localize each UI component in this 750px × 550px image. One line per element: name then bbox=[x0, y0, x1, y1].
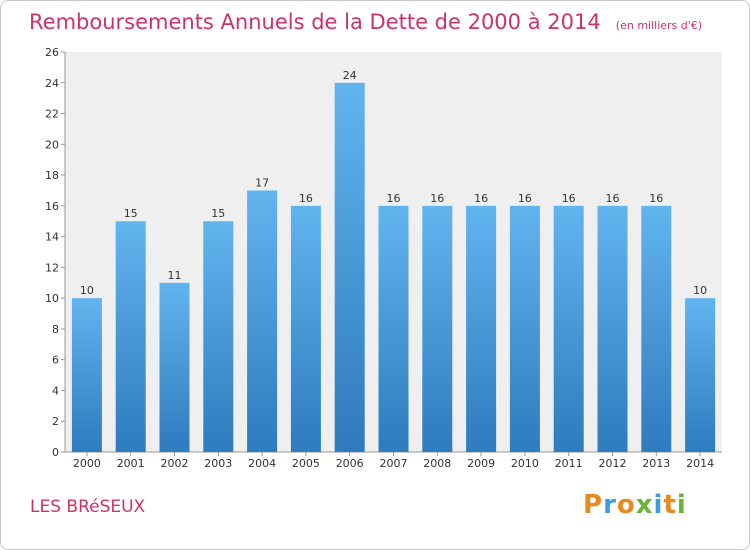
bar-2011 bbox=[553, 205, 584, 452]
data-label-2007: 16 bbox=[387, 192, 401, 205]
place-name: LES BRéSEUX bbox=[30, 497, 146, 517]
chart-subtitle: (en milliers d'€) bbox=[615, 19, 703, 32]
logo-letter: o bbox=[616, 490, 636, 520]
y-tick-label: 0 bbox=[52, 446, 59, 459]
logo-letter: x bbox=[635, 490, 654, 520]
data-label-2005: 16 bbox=[299, 192, 313, 205]
y-tick-label: 8 bbox=[52, 323, 59, 336]
bar-2004 bbox=[247, 190, 278, 452]
x-tick-label: 2012 bbox=[599, 457, 627, 470]
x-tick-label: 2006 bbox=[336, 457, 364, 470]
y-tick-label: 14 bbox=[45, 231, 59, 244]
data-label-2003: 15 bbox=[211, 207, 225, 220]
x-tick-label: 2005 bbox=[292, 457, 320, 470]
bar-2003 bbox=[203, 221, 234, 452]
x-tick-label: 2008 bbox=[423, 457, 451, 470]
proxiti-logo: Proxiti bbox=[583, 490, 687, 520]
bar-2006 bbox=[334, 82, 365, 453]
x-tick-label: 2014 bbox=[686, 457, 714, 470]
bar-2012 bbox=[597, 205, 628, 452]
data-label-2012: 16 bbox=[606, 192, 620, 205]
data-label-2009: 16 bbox=[474, 192, 488, 205]
logo-letter: r bbox=[603, 490, 617, 520]
logo-letter: i bbox=[653, 490, 664, 520]
x-tick-label: 2009 bbox=[467, 457, 495, 470]
logo-letter: P bbox=[583, 490, 604, 520]
x-tick-label: 2003 bbox=[204, 457, 232, 470]
y-tick-label: 12 bbox=[45, 261, 59, 274]
data-label-2013: 16 bbox=[649, 192, 663, 205]
data-label-2001: 15 bbox=[124, 207, 138, 220]
x-tick-label: 2010 bbox=[511, 457, 539, 470]
bar-2001 bbox=[115, 221, 146, 452]
x-tick-label: 2001 bbox=[117, 457, 145, 470]
y-tick-label: 26 bbox=[45, 46, 59, 59]
bar-2013 bbox=[641, 205, 672, 452]
x-tick-label: 2000 bbox=[73, 457, 101, 470]
bar-2009 bbox=[466, 205, 497, 452]
y-tick-label: 22 bbox=[45, 108, 59, 121]
bar-2008 bbox=[422, 205, 453, 452]
y-tick-label: 24 bbox=[45, 77, 59, 90]
data-label-2006: 24 bbox=[343, 69, 357, 82]
y-tick-label: 4 bbox=[52, 384, 59, 397]
x-tick-label: 2011 bbox=[555, 457, 583, 470]
x-tick-label: 2002 bbox=[161, 457, 189, 470]
bar-2005 bbox=[290, 205, 321, 452]
y-tick-label: 18 bbox=[45, 169, 59, 182]
data-label-2002: 11 bbox=[168, 269, 182, 282]
data-label-2000: 10 bbox=[80, 284, 94, 297]
y-tick-label: 6 bbox=[52, 354, 59, 367]
data-label-2011: 16 bbox=[562, 192, 576, 205]
bar-2010 bbox=[509, 205, 540, 452]
x-tick-label: 2013 bbox=[642, 457, 670, 470]
x-tick-label: 2007 bbox=[380, 457, 408, 470]
data-label-2014: 10 bbox=[693, 284, 707, 297]
bar-2007 bbox=[378, 205, 409, 452]
logo-letter: t bbox=[663, 490, 677, 520]
bar-2002 bbox=[159, 282, 190, 452]
data-label-2008: 16 bbox=[430, 192, 444, 205]
bar-2000 bbox=[71, 298, 102, 452]
bar-2014 bbox=[685, 298, 716, 452]
y-tick-label: 20 bbox=[45, 138, 59, 151]
title-row: Remboursements Annuels de la Dette de 20… bbox=[29, 10, 702, 34]
chart-title: Remboursements Annuels de la Dette de 20… bbox=[29, 10, 601, 34]
logo-letter: i bbox=[676, 490, 687, 520]
y-tick-label: 16 bbox=[45, 200, 59, 213]
data-label-2010: 16 bbox=[518, 192, 532, 205]
x-tick-label: 2004 bbox=[248, 457, 276, 470]
y-tick-label: 2 bbox=[52, 415, 59, 428]
data-label-2004: 17 bbox=[255, 176, 269, 189]
y-tick-label: 10 bbox=[45, 292, 59, 305]
